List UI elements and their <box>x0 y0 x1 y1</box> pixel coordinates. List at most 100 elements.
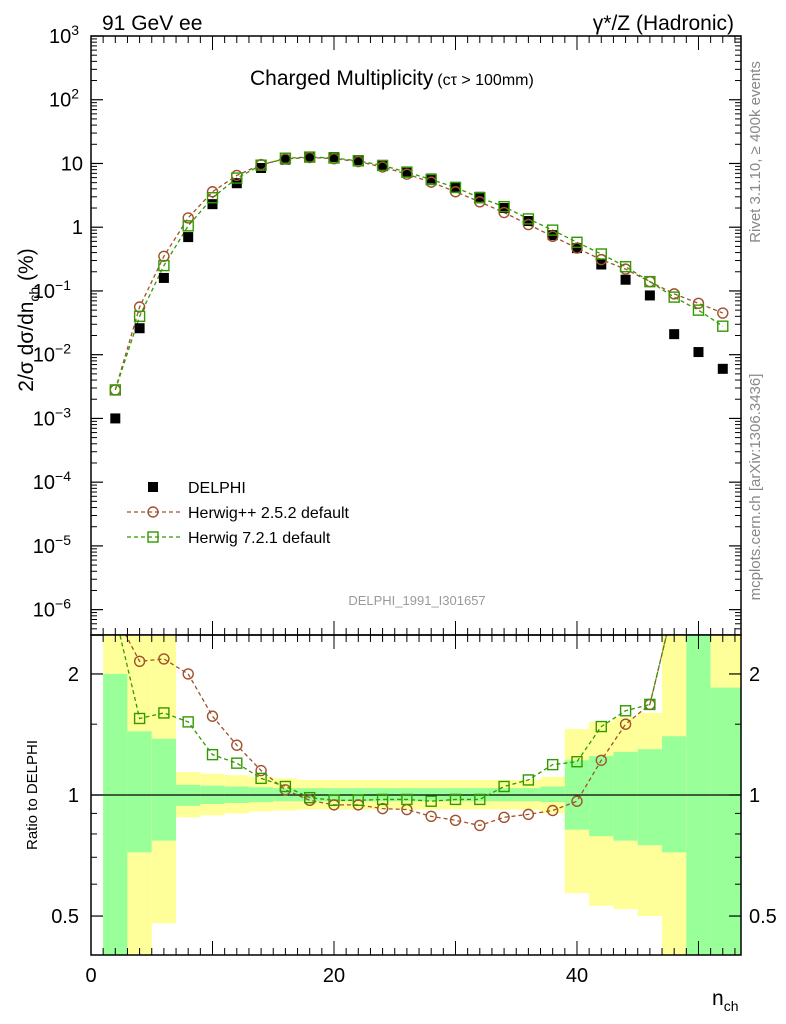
ratio-point <box>376 793 389 806</box>
data-point <box>134 323 145 334</box>
data-point <box>620 274 631 285</box>
mc-point <box>206 192 219 204</box>
mc-point <box>352 155 364 167</box>
ratio-y-tick-label-right: 0.5 <box>749 906 777 928</box>
ratio-point <box>522 808 535 821</box>
header-right-label: γ*/Z (Hadronic) <box>593 12 734 35</box>
chart-title: Charged Multiplicity (cτ > 100mm) <box>250 67 534 90</box>
data-point <box>280 154 291 165</box>
stat-band <box>637 749 663 846</box>
legend-label: Herwig 7.2.1 default <box>188 530 331 547</box>
mc-point <box>401 166 413 178</box>
data-point <box>571 243 582 254</box>
stat-band <box>151 738 177 841</box>
ratio-point <box>669 598 679 608</box>
mc-point <box>255 159 267 171</box>
ratio-ticks: 0.5 0.51 12 20 20 40 <box>51 635 777 987</box>
y-tick-label: 10−5 <box>33 532 71 558</box>
rivet-version-label: Rivet 3.1.10, ≥ 400k events <box>747 61 764 243</box>
mc-point <box>328 152 340 164</box>
data-point <box>523 216 534 227</box>
y-tick-label: 10−4 <box>33 468 71 494</box>
mc-point <box>595 248 607 260</box>
ratio-point <box>522 774 535 786</box>
y-tick-label: 1 <box>72 217 83 239</box>
y-tick-label: 10−1 <box>33 277 71 303</box>
data-point <box>328 152 339 163</box>
stat-band <box>127 731 152 853</box>
mc-point <box>498 206 510 219</box>
mc-point <box>182 220 194 232</box>
y-tick-label: 102 <box>49 86 79 112</box>
data-point <box>158 272 169 283</box>
mc-point <box>522 213 535 225</box>
mc-point <box>546 224 559 236</box>
data-point <box>401 166 412 177</box>
main-y-axis-label: 2/σ dσ/dnch (%) <box>15 248 42 391</box>
ratio-point <box>110 610 120 620</box>
ratio-point <box>255 772 267 785</box>
ratio-plot-frame <box>90 634 742 956</box>
mc-point <box>571 236 583 248</box>
main-plot-curves <box>114 156 724 391</box>
ratio-point <box>474 819 486 832</box>
series-line <box>114 156 724 391</box>
ratio-point <box>644 698 656 711</box>
mc-point <box>717 307 729 319</box>
data-point <box>693 347 704 358</box>
mc-point <box>425 173 437 186</box>
ratio-point <box>206 748 219 761</box>
y-tick-label: 10−3 <box>33 404 71 430</box>
stat-band <box>103 673 128 955</box>
main-plot-points <box>109 151 729 424</box>
ratio-point <box>595 720 607 733</box>
mcplots-label: mcplots.cern.ch [arXiv:1306.3436] <box>747 374 764 601</box>
mc-point <box>133 310 146 323</box>
mc-point <box>571 242 583 254</box>
data-point <box>426 173 437 184</box>
ratio-point <box>449 793 462 806</box>
x-tick-label: 20 <box>323 965 345 987</box>
header-left-label: 91 GeV ee <box>102 12 202 35</box>
mc-point <box>619 261 632 273</box>
ratio-y-tick-label: 2 <box>68 664 79 686</box>
ratio-point <box>546 804 559 817</box>
ratio-point <box>498 780 510 793</box>
ratio-point <box>401 793 413 806</box>
series-line <box>114 156 724 391</box>
ratio-point <box>498 811 510 824</box>
y-tick-label: 10−2 <box>33 341 71 367</box>
y-tick-label: 10−6 <box>33 596 71 622</box>
ratio-y-tick-label-right: 2 <box>749 664 760 686</box>
mc-point <box>158 259 170 272</box>
ratio-point <box>474 793 486 806</box>
mc-point <box>376 159 389 172</box>
data-point <box>110 413 121 424</box>
ratio-point <box>595 754 607 766</box>
ratio-point <box>133 655 146 668</box>
legend-marker <box>147 531 159 543</box>
y-tick-label: 103 <box>49 22 79 48</box>
ratio-point <box>303 791 316 804</box>
mc-point <box>498 200 510 213</box>
mc-point <box>644 275 656 288</box>
ratio-y-axis-label: Ratio to DELPHI <box>24 740 41 850</box>
ratio-point <box>425 810 437 823</box>
mc-point <box>109 384 121 396</box>
ratio-point <box>619 718 632 730</box>
legend-marker <box>148 482 158 492</box>
ratio-point <box>158 653 170 665</box>
ratio-point <box>619 705 632 717</box>
mc-point <box>206 186 219 198</box>
stat-band <box>710 687 741 955</box>
ratio-point <box>182 668 194 680</box>
x-tick-label: 40 <box>566 965 588 987</box>
ratio-point <box>255 764 267 777</box>
ratio-point <box>206 710 219 722</box>
ratio-point <box>133 712 146 725</box>
mc-point <box>303 151 316 163</box>
ratio-point <box>571 756 583 768</box>
